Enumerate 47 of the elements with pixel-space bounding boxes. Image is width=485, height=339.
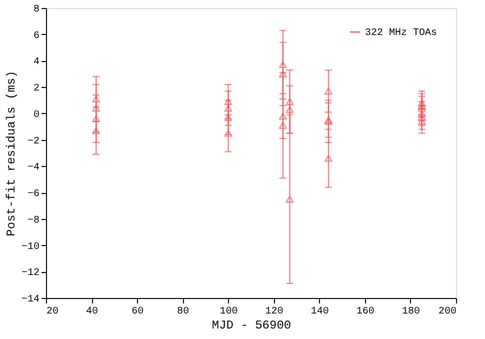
point xyxy=(324,154,332,162)
x-tick-label: 120 xyxy=(265,306,284,318)
point xyxy=(418,114,426,121)
point xyxy=(224,98,232,105)
point xyxy=(279,112,287,120)
point xyxy=(92,115,100,122)
point xyxy=(418,102,426,109)
point xyxy=(286,196,294,203)
y-tick-label: −14 xyxy=(21,294,40,306)
x-tick-label: 20 xyxy=(46,306,59,318)
point xyxy=(324,88,332,94)
y-tick-label: −4 xyxy=(27,162,40,174)
y-tick-label: 2 xyxy=(33,84,40,95)
point xyxy=(286,106,294,113)
point xyxy=(418,118,426,125)
y-tick-label: −10 xyxy=(21,242,40,253)
point xyxy=(224,130,232,137)
x-tick-label: 140 xyxy=(310,306,329,318)
x-tick-label: 180 xyxy=(402,306,420,318)
point xyxy=(224,104,232,112)
y-tick-label: 0 xyxy=(33,110,40,121)
point xyxy=(92,96,100,102)
x-tick-label: 60 xyxy=(132,306,144,318)
y-tick-label: −8 xyxy=(27,215,40,226)
y-tick-label: −12 xyxy=(21,268,40,280)
x-tick-label: 40 xyxy=(86,306,98,318)
y-tick-label: 4 xyxy=(33,57,40,68)
x-tick-label: 160 xyxy=(356,306,374,318)
point xyxy=(224,114,232,121)
y-tick-label: 6 xyxy=(33,30,40,42)
x-axis-title: MJD - 56900 xyxy=(212,318,292,332)
y-tick-label: 8 xyxy=(33,4,40,16)
point xyxy=(418,100,426,106)
y-tick-label: −6 xyxy=(27,189,40,200)
point xyxy=(92,104,100,112)
y-axis-title: Post-fit residuals (ms) xyxy=(4,70,18,236)
point xyxy=(279,122,287,129)
point xyxy=(279,70,287,78)
x-tick-label: 100 xyxy=(220,306,238,318)
point xyxy=(92,127,100,134)
point xyxy=(279,61,287,68)
legend-label: 322 MHz TOAs xyxy=(365,28,438,39)
x-tick-label: 200 xyxy=(438,306,456,318)
point xyxy=(286,98,294,105)
point xyxy=(418,110,426,117)
y-tick-label: −2 xyxy=(27,136,40,148)
x-tick-label: 80 xyxy=(177,306,190,318)
